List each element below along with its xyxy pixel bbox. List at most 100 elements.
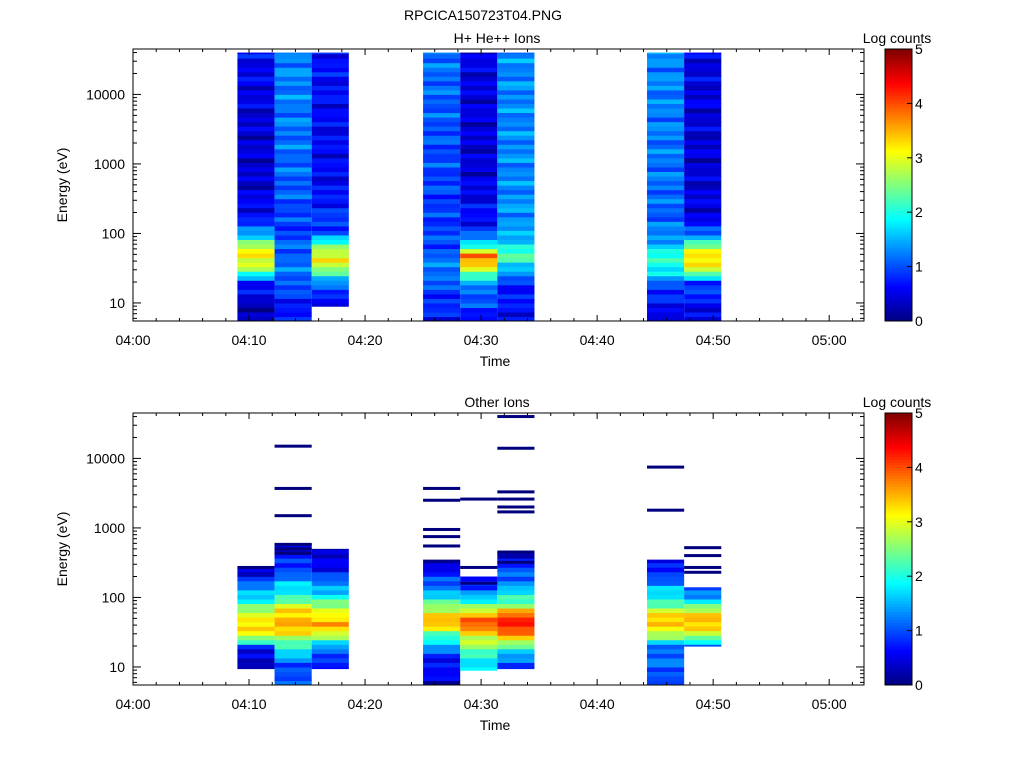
heatmap-cell <box>497 657 535 663</box>
heatmap-cell <box>274 612 312 618</box>
heatmap-column <box>237 52 275 321</box>
heatmap-cell <box>423 571 461 577</box>
sparse-count-line <box>460 581 498 585</box>
heatmap-cell <box>497 135 535 141</box>
heatmap-cell <box>460 253 498 259</box>
heatmap-cell <box>274 289 312 295</box>
y-axis-label: Energy (eV) <box>54 148 70 223</box>
heatmap-cell <box>647 589 685 595</box>
heatmap-cell <box>684 280 722 286</box>
colorbar-step <box>885 57 912 61</box>
heatmap-cell <box>274 89 312 95</box>
heatmap-cell <box>311 549 349 555</box>
colorbar-tick-label: 2 <box>915 204 923 220</box>
heatmap-cell <box>647 121 685 127</box>
heatmap-cell <box>684 189 722 195</box>
heatmap-cell <box>423 576 461 582</box>
heatmap-cell <box>460 221 498 227</box>
heatmap-cell <box>497 171 535 177</box>
heatmap-cell <box>497 62 535 68</box>
colorbar-step <box>885 535 912 539</box>
colorbar-step <box>885 263 912 268</box>
colorbar-step <box>885 630 912 634</box>
colorbar-step <box>885 70 912 74</box>
colorbar-step <box>885 236 912 240</box>
heatmap-cell <box>311 189 349 195</box>
heatmap-cell <box>237 135 275 141</box>
heatmap-cell <box>460 239 498 245</box>
heatmap-cell <box>497 266 535 272</box>
heatmap-cell <box>274 85 312 91</box>
colorbar-step <box>885 568 912 572</box>
heatmap-cell <box>274 67 312 73</box>
heatmap-cell <box>497 598 535 604</box>
heatmap-cell <box>647 157 685 163</box>
sparse-count-line <box>423 527 461 531</box>
colorbar-step <box>885 59 912 64</box>
heatmap-cell <box>423 121 461 127</box>
heatmap-cell <box>274 203 312 209</box>
colorbar-label: Log counts <box>863 394 932 410</box>
heatmap-cell <box>423 171 461 177</box>
heatmap-cell <box>423 148 461 154</box>
heatmap-cell <box>423 243 461 250</box>
heatmap-cell <box>237 71 275 77</box>
heatmap-cell <box>497 126 535 132</box>
heatmap-cell <box>311 175 349 182</box>
heatmap-cell <box>423 680 461 685</box>
heatmap-cell <box>497 85 535 91</box>
heatmap-cell <box>274 311 312 318</box>
heatmap-cell <box>274 253 312 259</box>
heatmap-cell <box>311 284 349 290</box>
heatmap-cell <box>460 589 498 595</box>
colorbar-step <box>885 171 912 175</box>
heatmap-cell <box>647 598 685 604</box>
heatmap-cell <box>311 144 349 150</box>
heatmap-cell <box>647 612 685 618</box>
colorbar-step <box>885 220 912 224</box>
heatmap-cell <box>684 67 722 73</box>
heatmap-cell <box>423 585 461 591</box>
heatmap-cell <box>497 98 535 104</box>
colorbar-step <box>885 426 912 430</box>
heatmap-cell <box>684 221 722 227</box>
heatmap-cell <box>684 239 722 245</box>
x-tick-label: 04:00 <box>115 696 150 712</box>
colorbar-step <box>885 415 912 419</box>
heatmap-cell <box>274 576 312 582</box>
heatmap-cell <box>423 626 461 632</box>
panel-other-ions: 04:00 04:10 04:20 04:30 04:40 04:50 05:0010100… <box>54 394 931 733</box>
heatmap-cell <box>311 52 349 55</box>
colorbar-step <box>885 570 912 574</box>
colorbar-step <box>885 516 912 520</box>
heatmap-cell <box>460 594 498 600</box>
heatmap-cell <box>684 587 722 591</box>
colorbar-tick-label: 0 <box>915 677 923 693</box>
heatmap-cell <box>460 635 498 641</box>
heatmap-cell <box>684 271 722 277</box>
heatmap-cell <box>647 71 685 77</box>
heatmap-column <box>684 587 722 647</box>
heatmap-cell <box>274 189 312 195</box>
colorbar-step <box>885 141 912 145</box>
sparse-count-line <box>274 547 312 551</box>
heatmap-cell <box>497 144 535 150</box>
colorbar-tick-label: 1 <box>915 259 923 275</box>
heatmap-cell <box>311 157 349 163</box>
heatmap-cell <box>647 630 685 636</box>
colorbar-step <box>885 108 912 113</box>
colorbar-step <box>885 434 912 438</box>
heatmap-cell <box>684 617 722 623</box>
sparse-count-line <box>423 535 461 539</box>
heatmap-cell <box>274 239 312 245</box>
colorbar-step <box>885 176 912 181</box>
x-axis-label: Time <box>480 353 511 369</box>
heatmap-cell <box>311 253 349 259</box>
heatmap-cell <box>274 130 312 136</box>
heatmap-cell <box>684 85 722 91</box>
heatmap-cell <box>460 302 498 308</box>
heatmap-cell <box>460 248 498 254</box>
colorbar-step <box>885 529 912 534</box>
heatmap-column <box>647 52 685 321</box>
heatmap-cell <box>647 103 685 109</box>
